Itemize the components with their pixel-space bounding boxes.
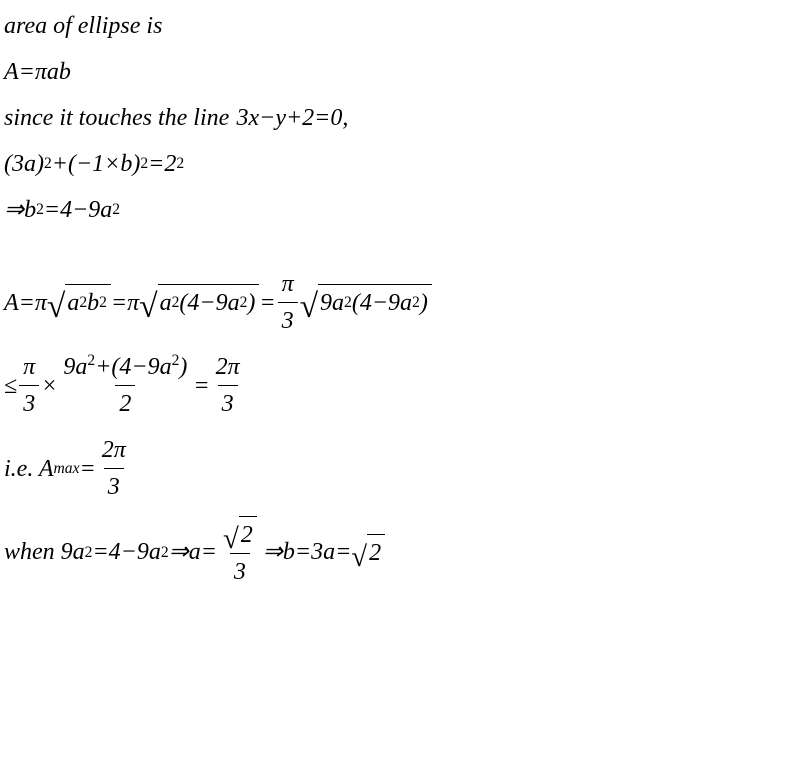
text: =π xyxy=(111,285,139,321)
text: (3a) xyxy=(4,146,44,182)
line-5: ⇒b2=4−9a2 xyxy=(4,192,796,228)
sup: 2 xyxy=(140,152,148,175)
sup: 2 xyxy=(412,291,420,314)
sqrt: √ a2b2 xyxy=(47,284,111,321)
sup: 2 xyxy=(44,152,52,175)
line-7: ≤ π 3 × 9a2+(4−9a2) 2 = 2π 3 xyxy=(4,349,796,422)
fraction: √ 2 3 xyxy=(219,515,261,590)
radicand: a2b2 xyxy=(65,284,111,321)
sup: 2 xyxy=(85,541,93,564)
line-6: A=π √ a2b2 =π √ a2(4−9a2) = π 3 √ 9a2(4−… xyxy=(4,266,796,339)
fraction: π 3 xyxy=(278,266,298,339)
line-1: area of ellipse is xyxy=(4,8,796,44)
radical-icon: √ xyxy=(47,284,65,321)
text: (4−9a xyxy=(352,285,412,321)
text: ) xyxy=(420,285,428,321)
fraction: 2π 3 xyxy=(212,349,244,422)
radical-icon: √ xyxy=(223,516,239,553)
text: =4−9a xyxy=(92,534,160,570)
numerator: 9a2+(4−9a2) xyxy=(59,349,191,385)
denominator: 3 xyxy=(104,468,124,505)
sup: 2 xyxy=(36,198,44,221)
denominator: 3 xyxy=(230,553,250,590)
denominator: 2 xyxy=(115,385,135,422)
text: = xyxy=(19,54,35,90)
sup: 2 xyxy=(172,291,180,314)
text: 3x−y+2=0, xyxy=(236,100,348,136)
text: a xyxy=(160,285,172,321)
line-2: A=πab xyxy=(4,54,796,90)
radicand: 9a2(4−9a2) xyxy=(318,284,432,321)
sup: 2 xyxy=(161,541,169,564)
text: A=π xyxy=(4,285,47,321)
sqrt: √ a2(4−9a2) xyxy=(139,284,259,321)
numerator: √ 2 xyxy=(219,515,261,553)
text: = xyxy=(259,285,275,321)
text: when 9a xyxy=(4,534,85,570)
denominator: 3 xyxy=(19,385,39,422)
text: 9a xyxy=(63,354,87,380)
text: = xyxy=(80,451,96,487)
sqrt: √ 2 xyxy=(351,534,385,571)
numerator: π xyxy=(19,349,39,385)
text: ≤ xyxy=(4,368,17,404)
text: = xyxy=(193,368,209,404)
radicand: a2(4−9a2) xyxy=(158,284,260,321)
sup: 2 xyxy=(344,291,352,314)
fraction: 9a2+(4−9a2) 2 xyxy=(59,349,191,422)
text: i.e. A xyxy=(4,451,54,487)
sqrt: √ 2 xyxy=(223,516,257,553)
sup: 2 xyxy=(79,291,87,314)
text: =2 xyxy=(148,146,176,182)
text: ) xyxy=(179,354,187,380)
line-3: since it touches the line 3x−y+2=0, xyxy=(4,100,796,136)
fraction: 2π 3 xyxy=(98,432,130,505)
radicand: 2 xyxy=(367,534,385,571)
text: since it touches the line xyxy=(4,100,229,136)
blank-line xyxy=(4,238,796,256)
numerator: π xyxy=(278,266,298,302)
radicand: 2 xyxy=(239,516,257,553)
radical-icon: √ xyxy=(139,284,157,321)
text: × xyxy=(41,368,57,404)
text: =4−9a xyxy=(44,192,112,228)
text: ⇒a= xyxy=(169,534,217,570)
denominator: 3 xyxy=(278,302,298,339)
line-9: when 9a2=4−9a2 ⇒a= √ 2 3 ⇒b=3a= √ 2 xyxy=(4,515,796,590)
sup: 2 xyxy=(99,291,107,314)
denominator: 3 xyxy=(218,385,238,422)
text: 9a xyxy=(320,285,344,321)
fraction: π 3 xyxy=(19,349,39,422)
text: ) xyxy=(247,285,255,321)
line-8: i.e. Amax= 2π 3 xyxy=(4,432,796,505)
sup: 2 xyxy=(112,198,120,221)
text: πab xyxy=(35,54,71,90)
sub: max xyxy=(54,457,80,480)
sqrt: √ 9a2(4−9a2) xyxy=(300,284,432,321)
line-4: (3a)2+(−1×b)2=22 xyxy=(4,146,796,182)
text: ⇒b xyxy=(4,192,36,228)
text: area of ellipse is xyxy=(4,8,162,44)
numerator: 2π xyxy=(212,349,244,385)
text: b xyxy=(87,285,99,321)
text: ⇒b=3a= xyxy=(263,534,352,570)
text: +(−1×b) xyxy=(52,146,141,182)
text: +(4−9a xyxy=(95,354,171,380)
sup: 2 xyxy=(176,152,184,175)
radical-icon: √ xyxy=(351,534,367,571)
text: (4−9a xyxy=(179,285,239,321)
radical-icon: √ xyxy=(300,284,318,321)
text: a xyxy=(67,285,79,321)
numerator: 2π xyxy=(98,432,130,468)
text: A xyxy=(4,54,19,90)
